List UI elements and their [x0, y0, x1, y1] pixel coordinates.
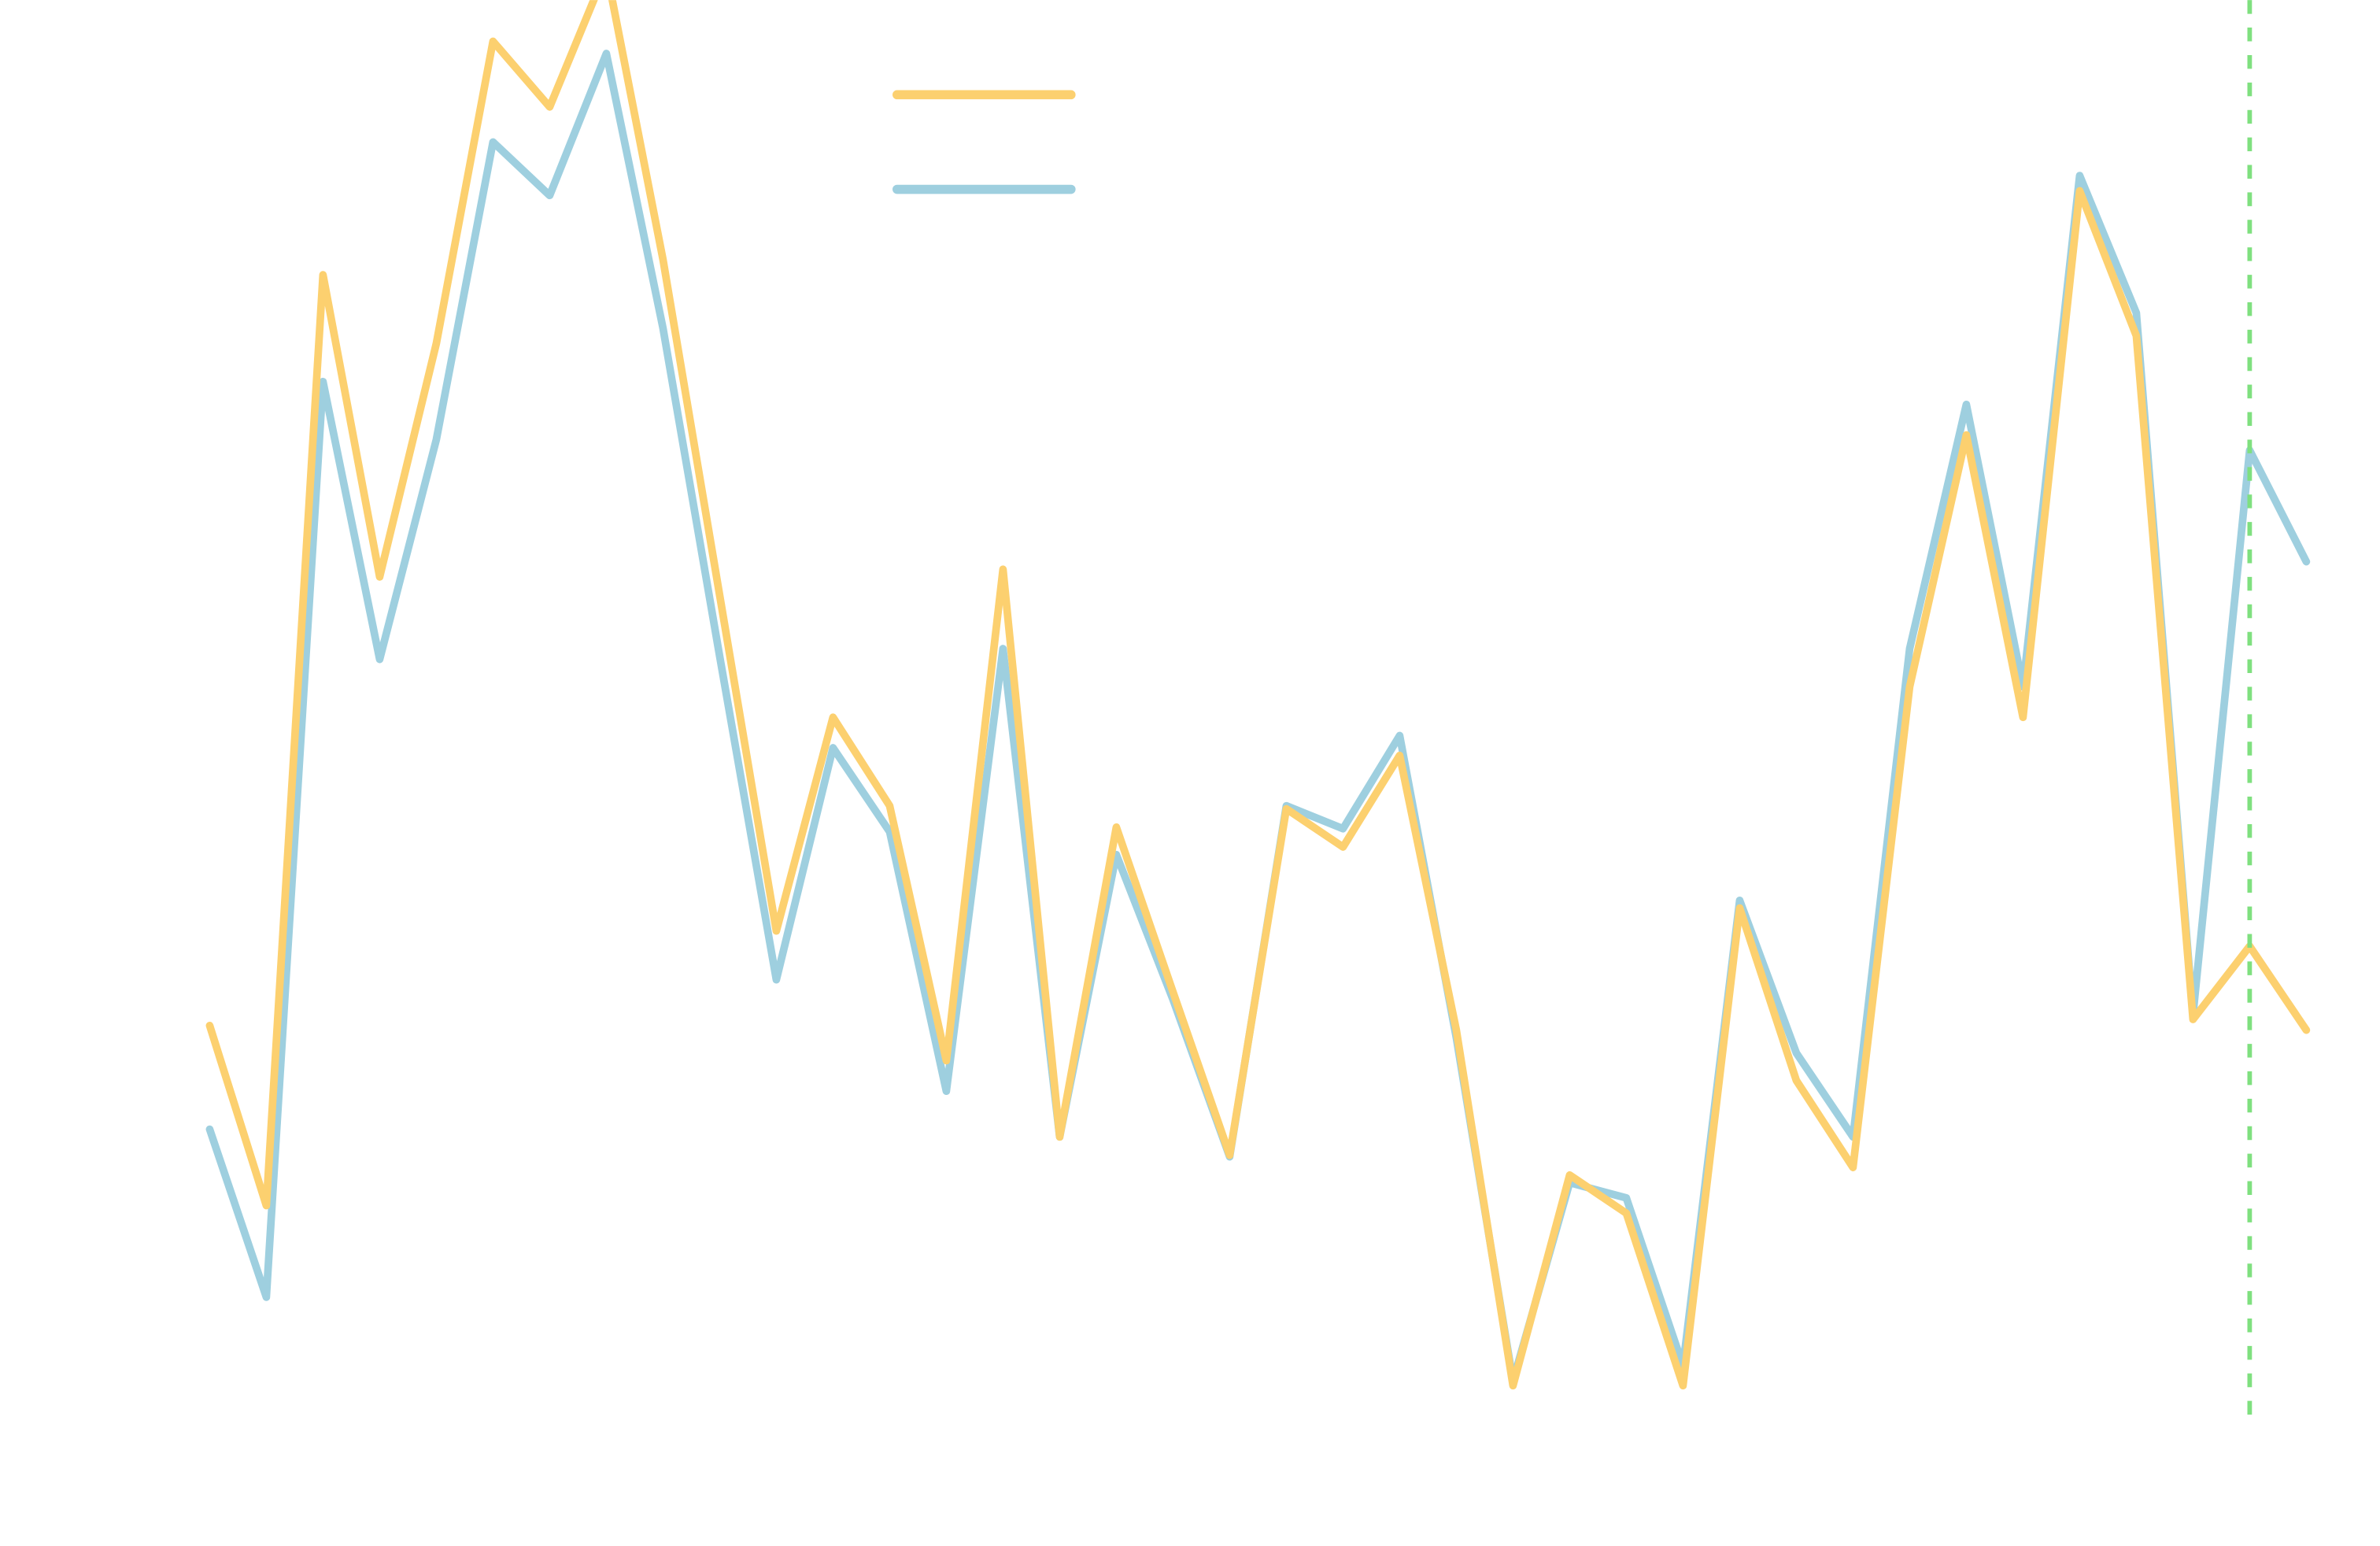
data-line — [205, 0, 2311, 1390]
data-line — [205, 50, 2311, 1385]
